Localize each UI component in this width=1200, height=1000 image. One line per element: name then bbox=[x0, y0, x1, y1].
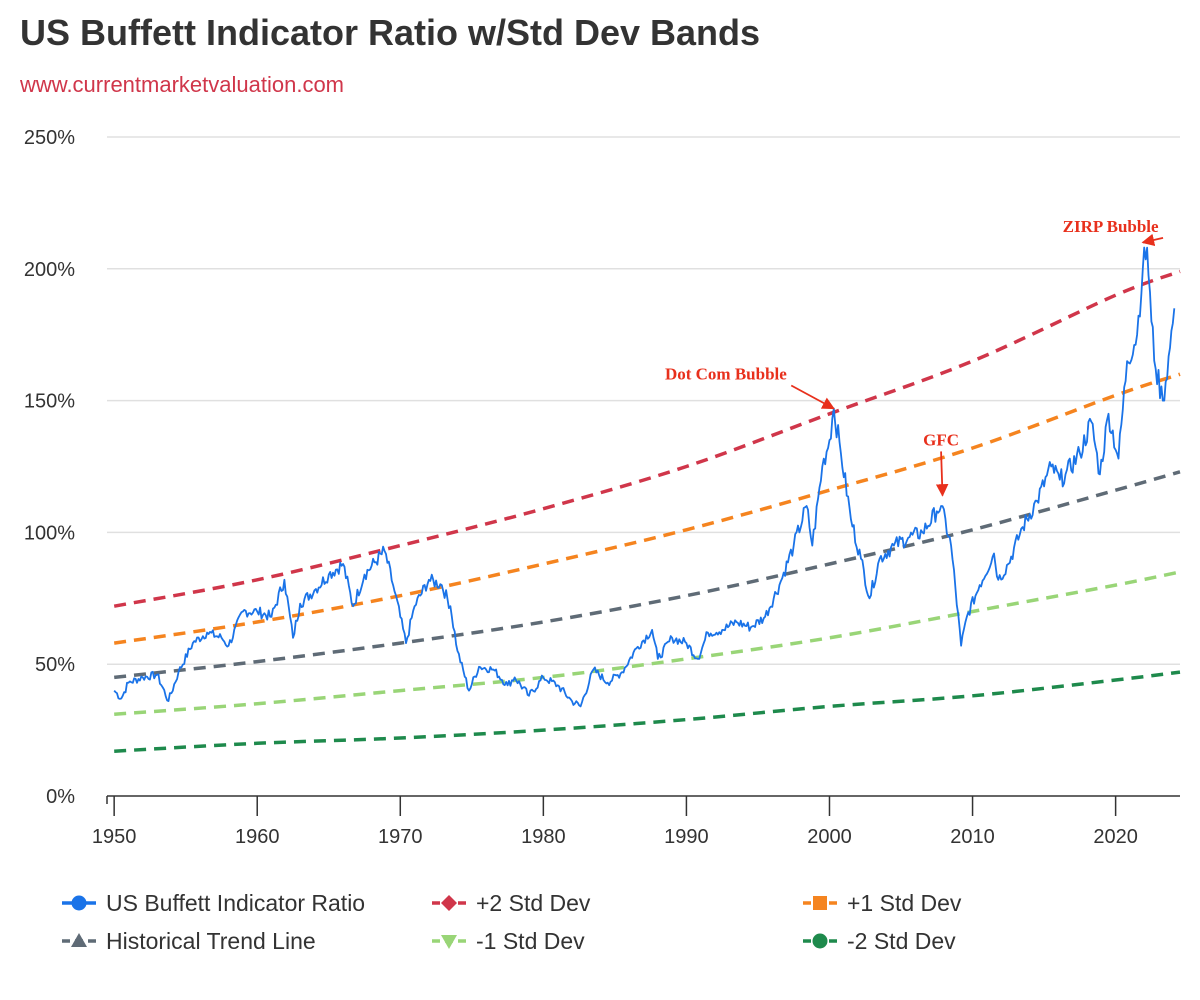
legend-item[interactable]: -1 Std Dev bbox=[432, 928, 585, 954]
y-tick-label: 200% bbox=[24, 259, 75, 281]
annotation-arrow bbox=[790, 384, 835, 410]
x-tick-label: 1950 bbox=[92, 826, 137, 848]
legend-item[interactable]: US Buffett Indicator Ratio bbox=[62, 890, 365, 916]
legend-label: Historical Trend Line bbox=[106, 928, 316, 954]
annotation-arrow bbox=[935, 451, 949, 497]
series-line-2-std-dev[interactable] bbox=[114, 670, 1181, 753]
y-tick-label: 100% bbox=[24, 522, 75, 544]
y-tick-label: 50% bbox=[35, 654, 75, 676]
legend-item[interactable]: Historical Trend Line bbox=[62, 928, 316, 954]
x-tick-label: 2020 bbox=[1093, 826, 1138, 848]
legend-marker-circle-icon bbox=[71, 895, 87, 911]
x-tick-label: 2000 bbox=[807, 826, 852, 848]
legend-label: -1 Std Dev bbox=[476, 928, 585, 954]
x-tick-label: 2010 bbox=[950, 826, 995, 848]
x-tick-label: 1970 bbox=[378, 826, 423, 848]
legend-label: +2 Std Dev bbox=[476, 890, 591, 916]
series-line-historical-trend-line[interactable] bbox=[114, 470, 1181, 680]
legend-marker-diamond-icon bbox=[441, 895, 457, 911]
legend-item[interactable]: +2 Std Dev bbox=[432, 890, 591, 916]
legend-marker-triangle-up-icon bbox=[71, 933, 87, 947]
legend-marker-triangle-down-icon bbox=[441, 935, 457, 949]
series-line-1-std-dev[interactable] bbox=[113, 372, 1181, 645]
chart-title: US Buffett Indicator Ratio w/Std Dev Ban… bbox=[20, 12, 761, 53]
x-tick-label: 1980 bbox=[521, 826, 566, 848]
source-url[interactable]: www.currentmarketvaluation.com bbox=[20, 72, 345, 97]
legend-marker-square-icon bbox=[813, 896, 827, 910]
x-tick-label: 1990 bbox=[664, 826, 709, 848]
legend-marker-circle-icon bbox=[812, 933, 828, 949]
grid-lines bbox=[107, 136, 1180, 665]
legend-label: -2 Std Dev bbox=[847, 928, 956, 954]
annotation-label: GFC bbox=[923, 430, 959, 449]
legend-label: US Buffett Indicator Ratio bbox=[106, 890, 365, 916]
series-lines bbox=[113, 246, 1181, 753]
series-line-1-std-dev[interactable] bbox=[114, 570, 1181, 717]
series-line-2-std-dev[interactable] bbox=[113, 269, 1181, 608]
annotation-arrow bbox=[1141, 233, 1164, 247]
y-tick-label: 150% bbox=[24, 391, 75, 413]
annotation-label: ZIRP Bubble bbox=[1063, 217, 1159, 236]
annotation-label: Dot Com Bubble bbox=[665, 365, 787, 384]
annotations: Dot Com Bubble GFC ZIRP Bubble bbox=[665, 217, 1164, 497]
axes: 0% 50% 100% 150% 200% 250% 1950 1960 1970 1980 199… bbox=[24, 127, 1180, 848]
y-tick-label: 0% bbox=[46, 786, 75, 808]
legend-label: +1 Std Dev bbox=[847, 890, 962, 916]
legend: US Buffett Indicator Ratio +2 Std Dev +1 S… bbox=[62, 890, 962, 954]
y-tick-label: 250% bbox=[24, 127, 75, 149]
legend-item[interactable]: -2 Std Dev bbox=[803, 928, 956, 954]
legend-item[interactable]: +1 Std Dev bbox=[803, 890, 962, 916]
series-line-us-buffett-indicator-ratio[interactable] bbox=[113, 246, 1176, 708]
x-tick-label: 1960 bbox=[235, 826, 280, 848]
